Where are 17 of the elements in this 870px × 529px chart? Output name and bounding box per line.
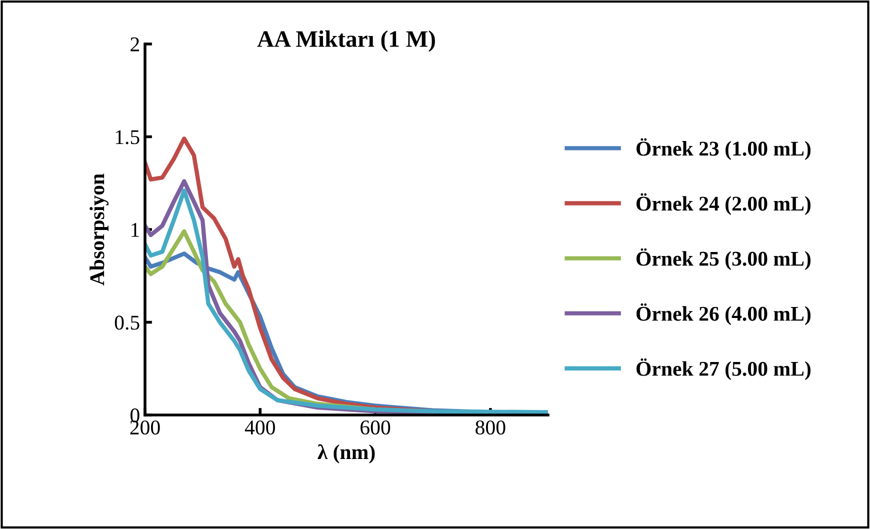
legend-label: Örnek 25 (3.00 mL) — [636, 248, 810, 270]
y-tick-label: 0.5 — [114, 316, 140, 330]
legend-label: Örnek 27 (5.00 mL) — [636, 358, 810, 380]
x-tick-label: 600 — [360, 420, 390, 435]
x-tick-label: 800 — [476, 420, 506, 435]
chart-title: AA Miktarı (1 M) — [257, 30, 435, 52]
x-tick-label: 400 — [244, 420, 275, 435]
y-tick-label: 0 — [130, 408, 140, 422]
y-tick-label: 1.5 — [116, 130, 140, 144]
legend-label: Örnek 24 (2.00 mL) — [636, 193, 810, 215]
y-axis-title: Absorpsiyon — [90, 174, 109, 286]
legend-label: Örnek 23 (1.00 mL) — [636, 138, 810, 160]
y-tick-label: 2 — [130, 37, 139, 52]
x-axis-title: λ (nm) — [318, 444, 375, 464]
legend-label: Örnek 26 (4.00 mL) — [636, 303, 810, 326]
x-tick-label: 200 — [130, 420, 160, 435]
y-tick-label: 1 — [132, 222, 139, 237]
